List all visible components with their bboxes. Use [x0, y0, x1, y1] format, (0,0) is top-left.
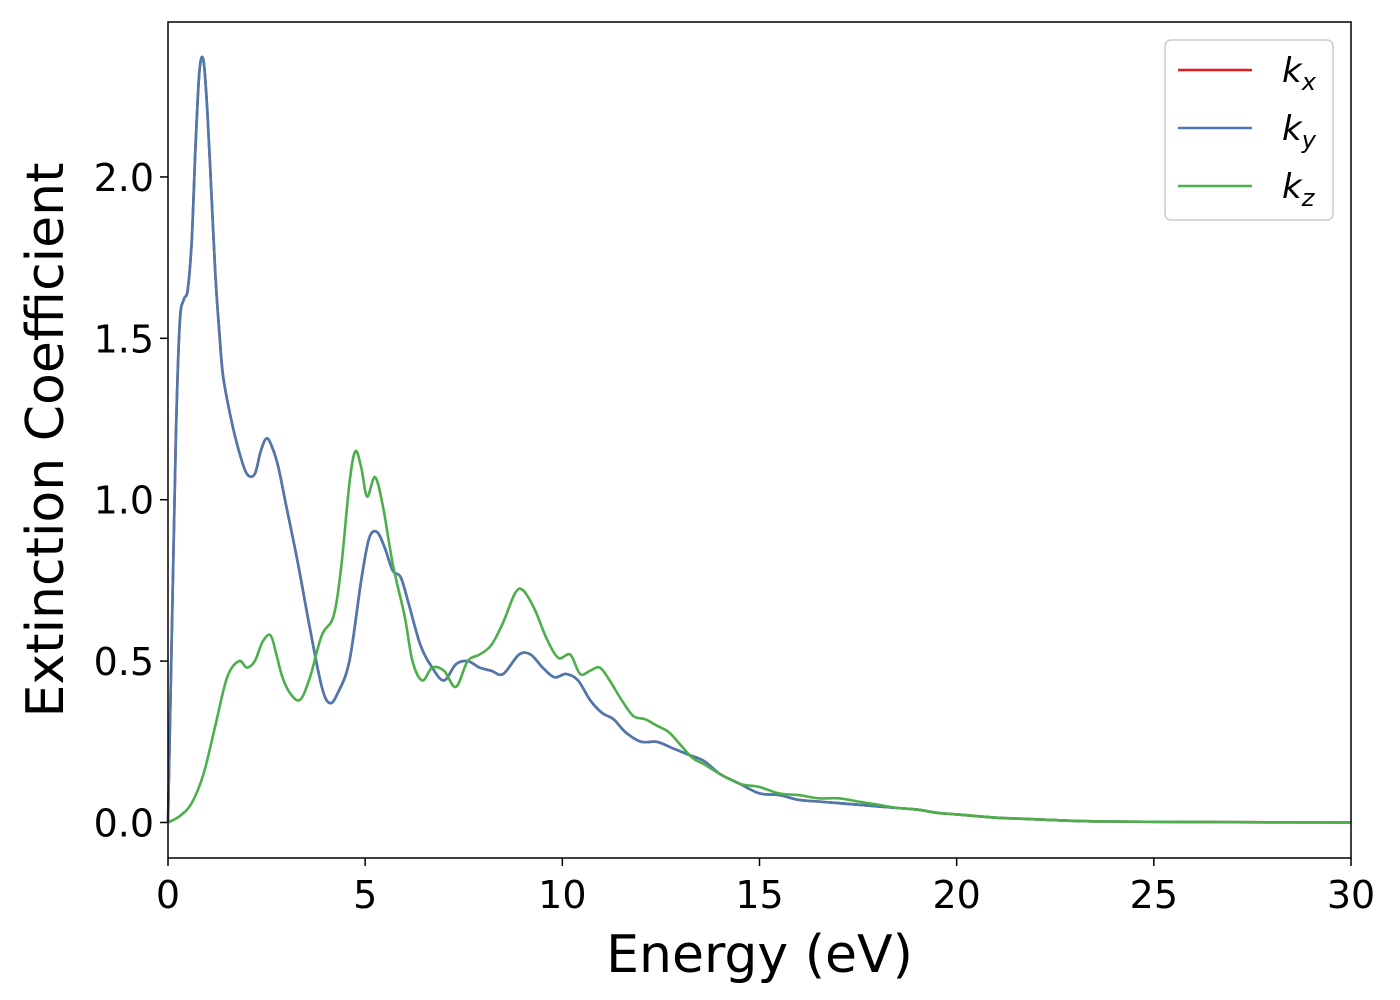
- x-tick-label: 20: [932, 873, 980, 917]
- legend-label-x: kx: [1282, 51, 1317, 96]
- legend-label-z: kz: [1282, 167, 1316, 212]
- series-line-y: [166, 55, 1352, 824]
- y-axis-ticks: 0.0 0.5 1.0 1.5 2.0: [94, 156, 168, 845]
- legend-label-y: ky: [1282, 109, 1317, 154]
- x-axis-ticks: 0 5 10 15 20 25 30: [156, 858, 1375, 917]
- y-tick-label: 2.0: [94, 156, 154, 200]
- x-tick-label: 0: [156, 873, 180, 917]
- y-tick-label: 1.5: [94, 317, 154, 361]
- legend-box: [1164, 39, 1334, 221]
- x-tick-label: 5: [353, 873, 377, 917]
- y-tick-label: 0.5: [94, 640, 154, 684]
- y-tick-label: 1.0: [94, 479, 154, 523]
- legend: kx ky kz: [1164, 39, 1334, 221]
- y-tick-label: 0.0: [94, 801, 154, 845]
- x-tick-label: 25: [1130, 873, 1178, 917]
- y-axis-label: Extinction Coefficient: [16, 163, 76, 718]
- x-tick-label: 15: [735, 873, 783, 917]
- series-line-z: [167, 449, 1352, 824]
- series-layer: [166, 55, 1352, 824]
- x-axis-label: Energy (eV): [606, 925, 913, 985]
- x-tick-label: 10: [538, 873, 586, 917]
- x-tick-label: 30: [1327, 873, 1375, 917]
